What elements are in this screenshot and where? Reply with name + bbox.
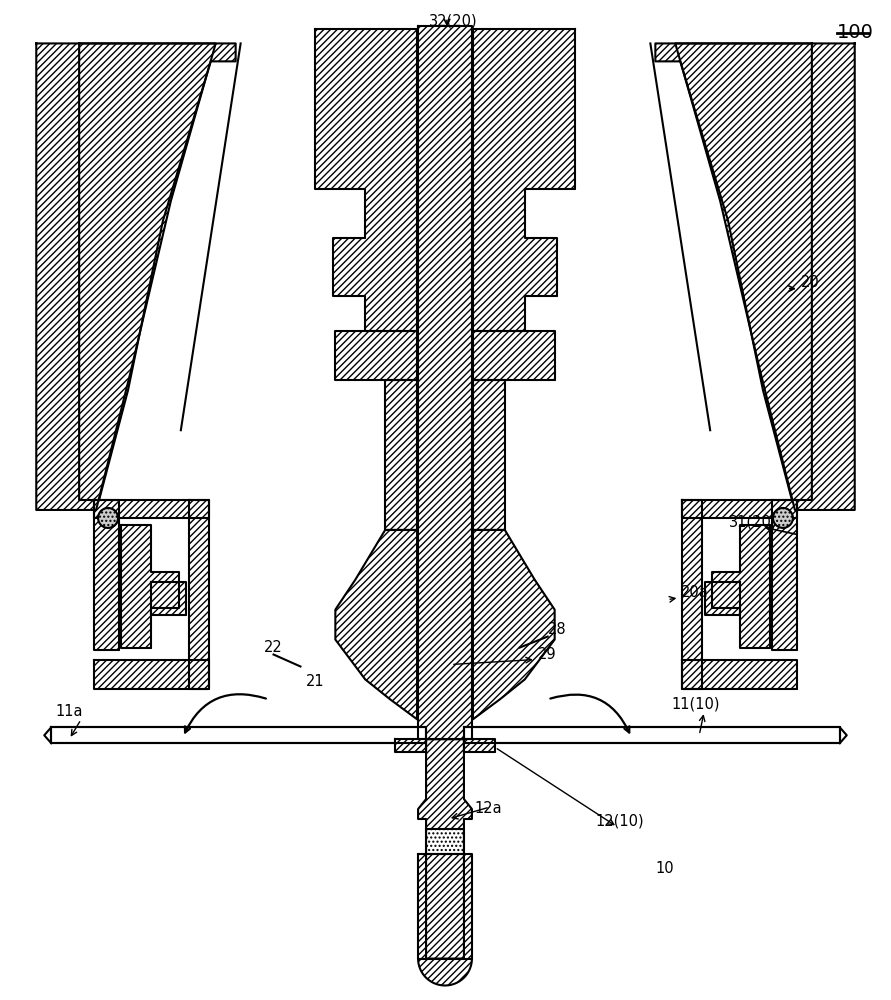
Text: 31(20): 31(20) xyxy=(729,514,778,529)
Polygon shape xyxy=(121,525,179,648)
Text: 28: 28 xyxy=(548,622,567,637)
Polygon shape xyxy=(418,854,472,959)
Circle shape xyxy=(98,508,118,528)
Polygon shape xyxy=(683,500,702,689)
Polygon shape xyxy=(418,959,472,985)
Circle shape xyxy=(773,508,793,528)
Polygon shape xyxy=(683,500,797,518)
Text: 22: 22 xyxy=(264,640,283,655)
Polygon shape xyxy=(473,331,555,380)
Text: 29: 29 xyxy=(537,647,556,662)
Polygon shape xyxy=(395,739,426,752)
Text: 11(10): 11(10) xyxy=(671,697,720,712)
Polygon shape xyxy=(675,43,854,510)
Text: 20: 20 xyxy=(801,275,820,290)
Text: 10: 10 xyxy=(656,861,674,876)
Polygon shape xyxy=(656,43,812,500)
Polygon shape xyxy=(418,26,472,739)
Polygon shape xyxy=(37,43,216,510)
Polygon shape xyxy=(464,727,839,743)
Polygon shape xyxy=(683,660,797,689)
Polygon shape xyxy=(315,29,417,331)
Polygon shape xyxy=(52,727,426,743)
Text: 11a: 11a xyxy=(55,704,83,719)
Text: 21: 21 xyxy=(307,674,324,689)
Polygon shape xyxy=(151,582,186,615)
Polygon shape xyxy=(189,500,208,689)
Polygon shape xyxy=(418,739,472,959)
Polygon shape xyxy=(473,29,575,331)
Polygon shape xyxy=(705,582,740,615)
Polygon shape xyxy=(473,530,555,719)
Polygon shape xyxy=(79,43,235,500)
Polygon shape xyxy=(385,380,417,530)
Polygon shape xyxy=(464,739,495,752)
Text: 12(10): 12(10) xyxy=(595,813,644,828)
Polygon shape xyxy=(335,530,417,719)
Polygon shape xyxy=(473,380,505,530)
Polygon shape xyxy=(426,829,464,854)
Polygon shape xyxy=(94,660,208,689)
Text: 20a: 20a xyxy=(682,585,709,600)
Polygon shape xyxy=(335,331,417,380)
Polygon shape xyxy=(94,500,208,518)
Text: 100: 100 xyxy=(837,23,874,42)
Text: 12a: 12a xyxy=(474,801,502,816)
Polygon shape xyxy=(772,500,797,650)
Polygon shape xyxy=(712,525,770,648)
Polygon shape xyxy=(94,500,119,650)
Text: 32(20): 32(20) xyxy=(429,14,478,29)
